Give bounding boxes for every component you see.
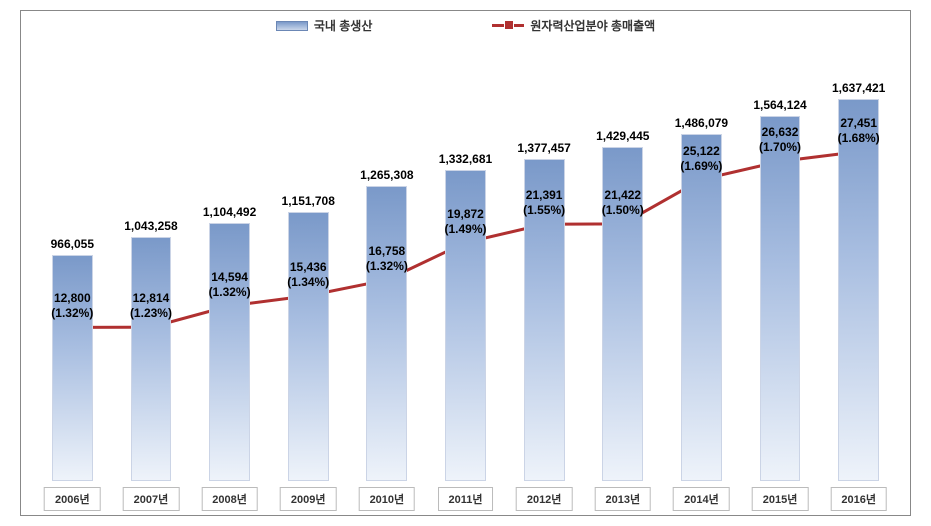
- bar: [131, 237, 172, 481]
- line-pct: (1.55%): [523, 203, 565, 217]
- line-pct: (1.34%): [287, 275, 329, 289]
- bar: [366, 186, 407, 481]
- line-pct: (1.32%): [51, 306, 93, 320]
- line-value-label: 21,422(1.50%): [573, 188, 673, 218]
- x-tick: 2009년: [280, 487, 337, 511]
- bar-value-label: 1,429,445: [563, 129, 683, 143]
- x-tick: 2008년: [201, 487, 258, 511]
- line-value: 21,422: [604, 188, 641, 202]
- bar-value-label: 1,265,308: [327, 168, 447, 182]
- line-value: 26,632: [762, 125, 799, 139]
- x-tick: 2016년: [830, 487, 887, 511]
- line-value: 19,872: [447, 207, 484, 221]
- legend-line-swatch: [492, 24, 524, 27]
- x-tick: 2014년: [673, 487, 730, 511]
- chart-container: 국내 총생산 원자력산업분야 총매출액 966,05512,800(1.32%)…: [20, 10, 911, 516]
- line-value: 21,391: [526, 188, 563, 202]
- legend: 국내 총생산 원자력산업분야 총매출액: [21, 17, 910, 34]
- legend-bar-label: 국내 총생산: [314, 17, 373, 34]
- line-pct: (1.68%): [838, 131, 880, 145]
- line-value: 16,758: [369, 244, 406, 258]
- x-axis: 2006년 2007년 2008년 2009년 2010년 2011년 2012년 2013년…: [33, 483, 898, 511]
- bar-value-label: 1,043,258: [91, 219, 211, 233]
- bar-value-label: 1,151,708: [248, 194, 368, 208]
- bar-value-label: 1,564,124: [720, 98, 840, 112]
- line-value-label: 16,758(1.32%): [337, 244, 437, 274]
- line-pct: (1.32%): [366, 259, 408, 273]
- bar: [838, 99, 879, 481]
- line-value: 12,800: [54, 291, 91, 305]
- line-pct: (1.69%): [680, 159, 722, 173]
- line-pct: (1.32%): [209, 285, 251, 299]
- line-value-label: 27,451(1.68%): [809, 116, 909, 146]
- legend-line-label: 원자력산업분야 총매출액: [530, 17, 655, 34]
- line-pct: (1.49%): [444, 222, 486, 236]
- bar: [52, 255, 93, 481]
- line-value: 14,594: [211, 270, 248, 284]
- bar: [760, 116, 801, 481]
- x-tick: 2011년: [438, 487, 494, 511]
- line-pct: (1.23%): [130, 306, 172, 320]
- line-value: 27,451: [840, 116, 877, 130]
- legend-item-bar: 국내 총생산: [276, 17, 373, 34]
- legend-bar-swatch: [276, 21, 308, 31]
- line-value: 25,122: [683, 144, 720, 158]
- plot-area: 966,05512,800(1.32%)1,043,25812,814(1.23…: [33, 49, 898, 481]
- bar-value-label: 966,055: [12, 237, 132, 251]
- legend-item-line: 원자력산업분야 총매출액: [492, 17, 655, 34]
- bar: [288, 212, 329, 481]
- bar: [681, 134, 722, 481]
- line-value: 12,814: [133, 291, 170, 305]
- bar-value-label: 1,377,457: [484, 141, 604, 155]
- x-tick: 2006년: [44, 487, 101, 511]
- x-tick: 2007년: [123, 487, 180, 511]
- line-value: 15,436: [290, 260, 327, 274]
- line-pct: (1.70%): [759, 140, 801, 154]
- x-tick: 2015년: [752, 487, 809, 511]
- x-tick: 2010년: [359, 487, 416, 511]
- x-tick: 2012년: [516, 487, 573, 511]
- line-pct: (1.50%): [602, 203, 644, 217]
- x-tick: 2013년: [594, 487, 651, 511]
- bar-value-label: 1,637,421: [799, 81, 919, 95]
- bar: [209, 223, 250, 481]
